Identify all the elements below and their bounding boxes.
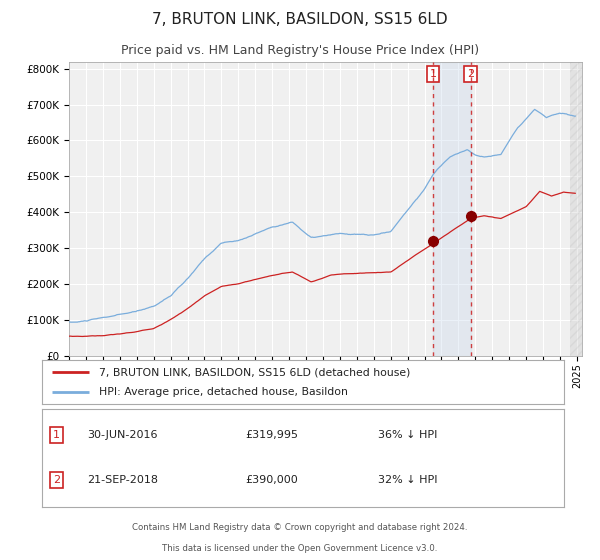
Text: 32% ↓ HPI: 32% ↓ HPI xyxy=(377,475,437,486)
Text: 36% ↓ HPI: 36% ↓ HPI xyxy=(378,430,437,440)
Text: £319,995: £319,995 xyxy=(245,430,298,440)
Text: 30-JUN-2016: 30-JUN-2016 xyxy=(88,430,158,440)
Text: HPI: Average price, detached house, Basildon: HPI: Average price, detached house, Basi… xyxy=(100,387,348,397)
Text: 2: 2 xyxy=(53,475,60,486)
Text: 7, BRUTON LINK, BASILDON, SS15 6LD: 7, BRUTON LINK, BASILDON, SS15 6LD xyxy=(152,12,448,27)
Bar xyxy=(433,62,470,356)
Text: 1: 1 xyxy=(53,430,60,440)
Text: 21-SEP-2018: 21-SEP-2018 xyxy=(88,475,158,486)
Text: 2: 2 xyxy=(467,69,474,79)
Text: £390,000: £390,000 xyxy=(245,475,298,486)
Text: Price paid vs. HM Land Registry's House Price Index (HPI): Price paid vs. HM Land Registry's House … xyxy=(121,44,479,57)
Text: 1: 1 xyxy=(430,69,436,79)
Text: This data is licensed under the Open Government Licence v3.0.: This data is licensed under the Open Gov… xyxy=(163,544,437,553)
Text: 7, BRUTON LINK, BASILDON, SS15 6LD (detached house): 7, BRUTON LINK, BASILDON, SS15 6LD (deta… xyxy=(100,367,411,377)
Text: Contains HM Land Registry data © Crown copyright and database right 2024.: Contains HM Land Registry data © Crown c… xyxy=(132,522,468,532)
